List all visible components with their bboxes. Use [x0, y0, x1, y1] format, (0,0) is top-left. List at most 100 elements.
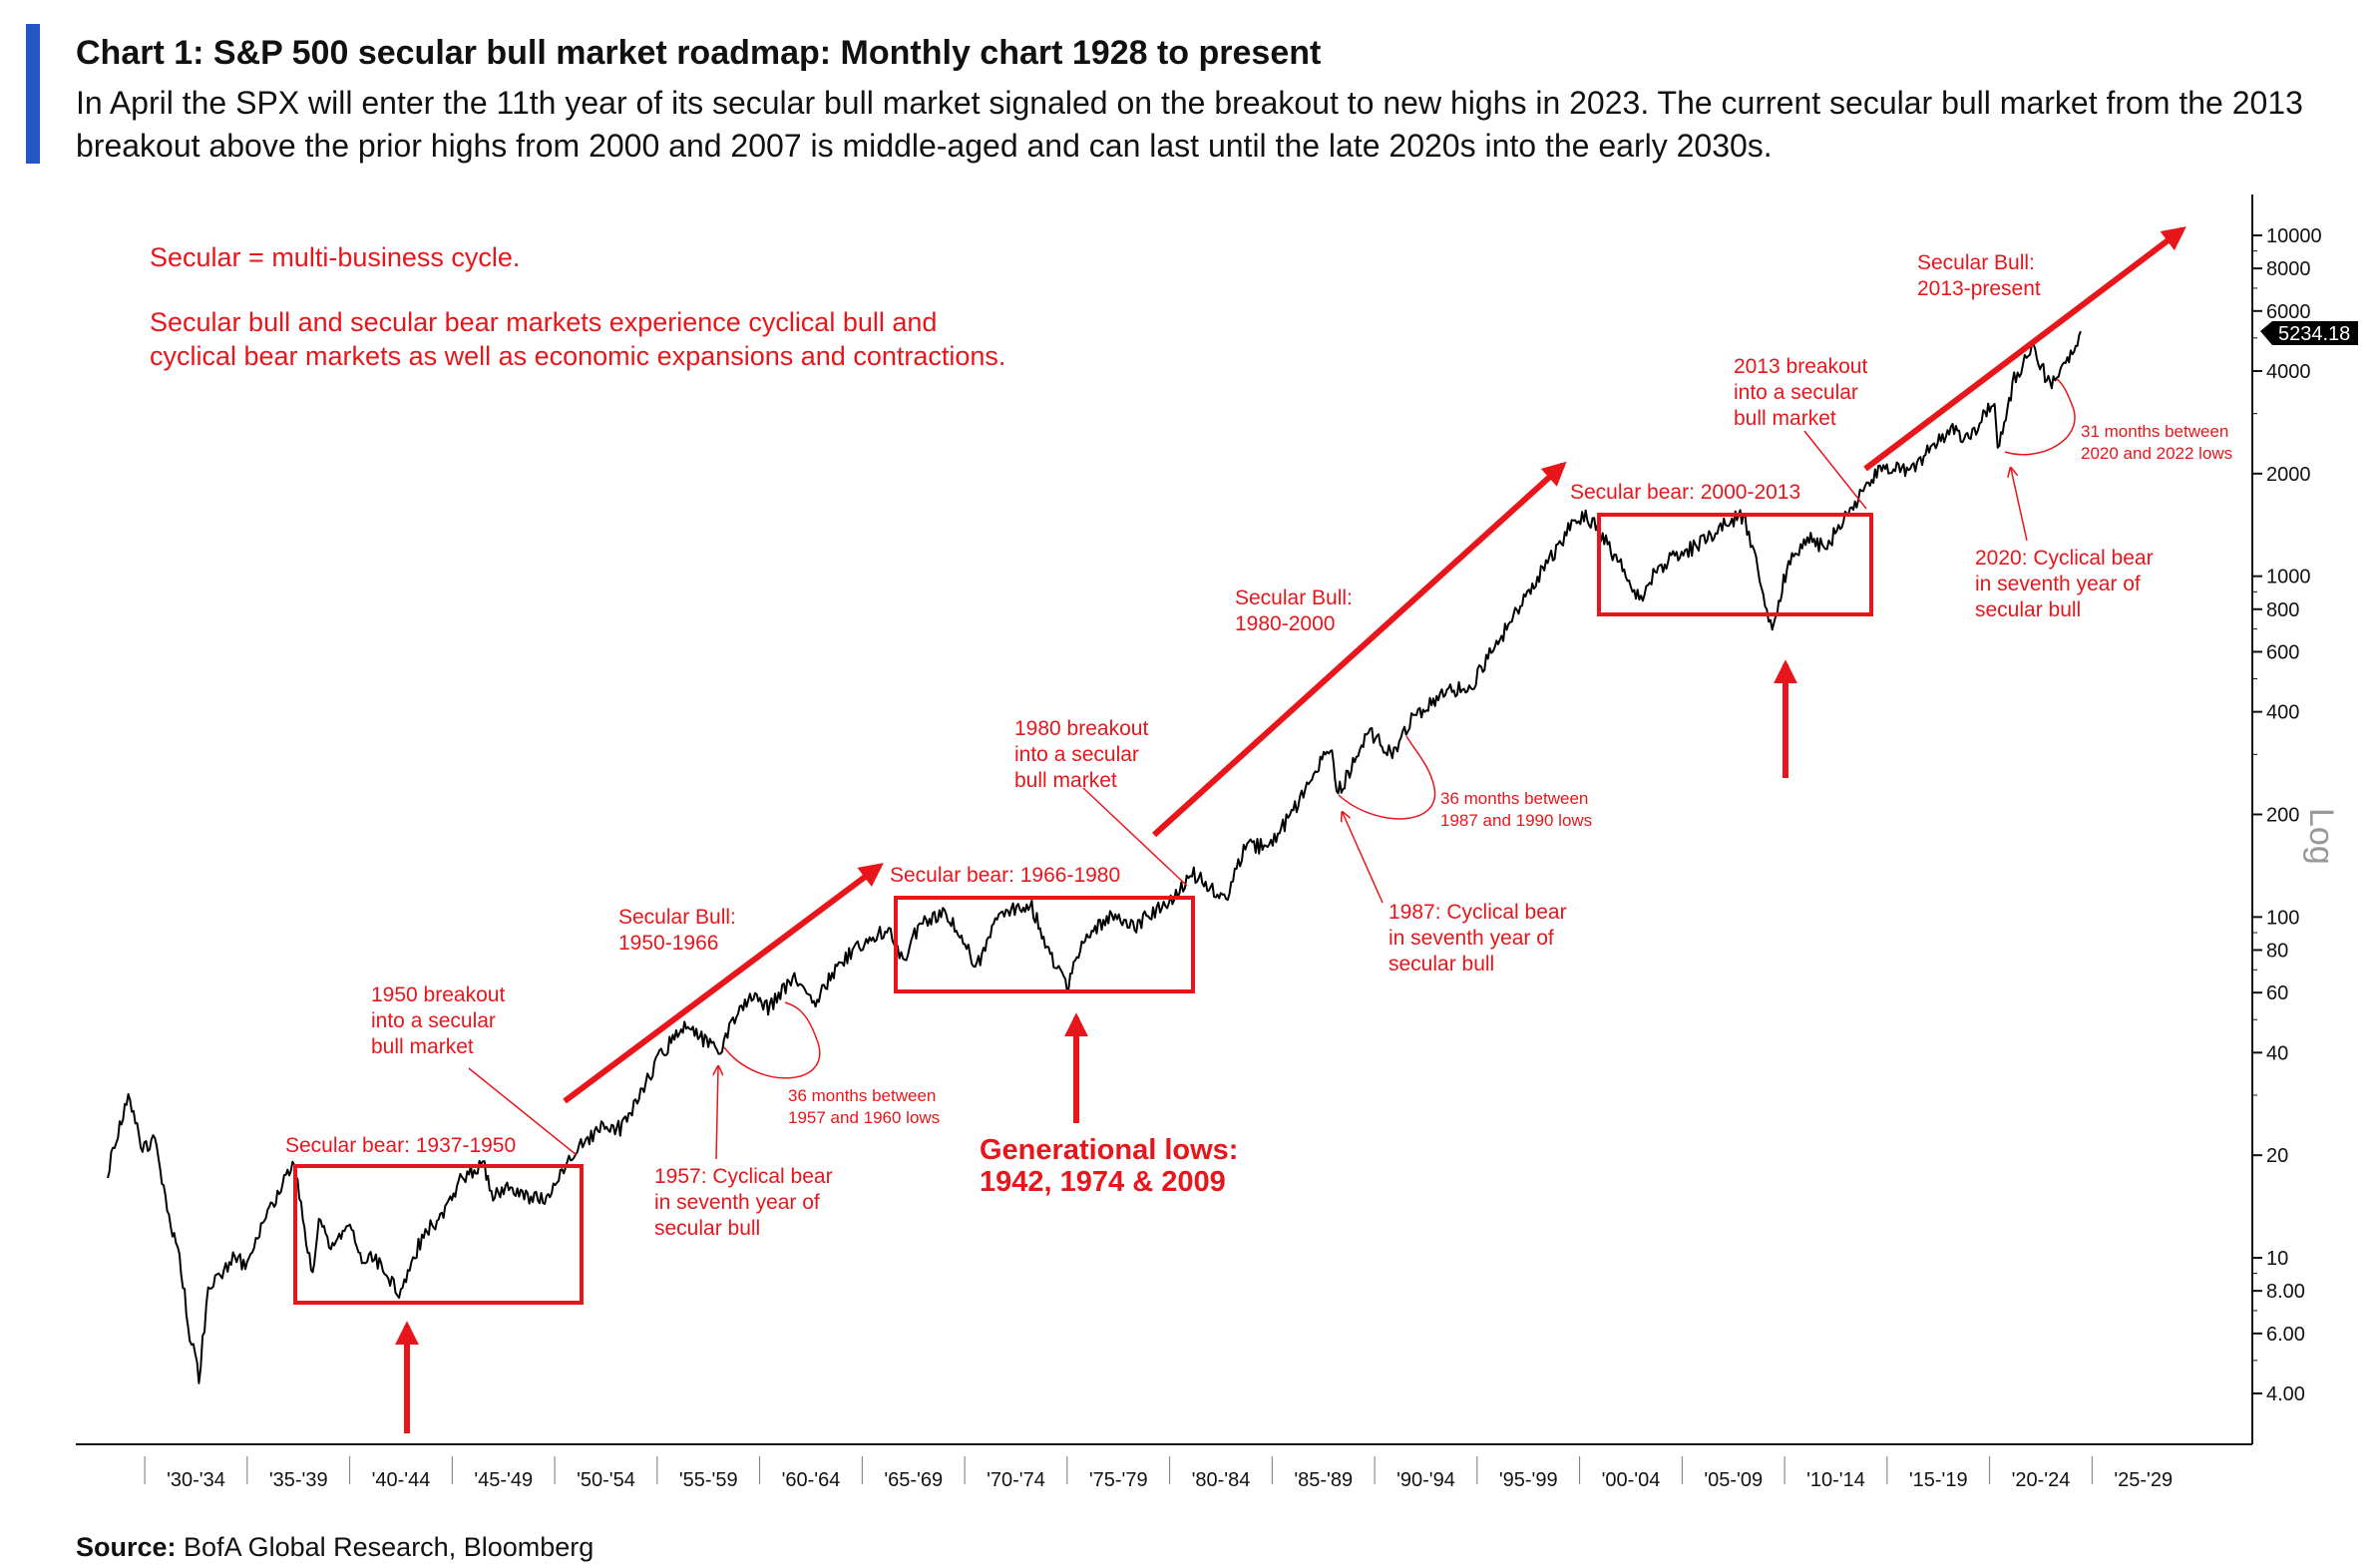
x-tick-label: '20-'24 [2012, 1469, 2071, 1491]
x-tick-label: '60-'64 [782, 1469, 841, 1491]
cyclical-2020-line-1: 2020: Cyclical bear [1975, 547, 2154, 570]
cyclical-1987-pointer [1343, 813, 1384, 904]
cyclical-1957-line-2: in seventh year of [654, 1191, 820, 1214]
x-tick-label: '75-'79 [1089, 1469, 1148, 1491]
chart-subtitle: In April the SPX will enter the 11th yea… [76, 85, 2303, 164]
cyclical-1987-line-2: in seventh year of [1388, 927, 1554, 950]
gap-1987-line-1: 36 months between [1440, 789, 1588, 808]
x-tick-label: '55-'59 [679, 1469, 738, 1491]
y-tick-label: 4.00 [2266, 1383, 2305, 1405]
source-footer: Source: BofA Global Research, Bloomberg [76, 1532, 594, 1563]
cyclical-1957-pointer [716, 1067, 718, 1160]
x-tick-label: '85-'89 [1294, 1469, 1353, 1491]
secular-bear-box-2000-2013 [1597, 513, 1873, 616]
cyclical-1987-line-3: secular bull [1388, 953, 1494, 976]
x-tick-label: '50-'54 [577, 1469, 635, 1491]
breakout-2013-line-1: 2013 breakout [1734, 355, 1867, 378]
y-tick-label: 10000 [2266, 225, 2322, 247]
x-tick-label: '25-'29 [2114, 1469, 2173, 1491]
bull-2013-label-2: 2013-present [1917, 277, 2041, 300]
y-tick-label: 2000 [2266, 464, 2311, 486]
source-label: Source: [76, 1532, 177, 1562]
breakout-2013-line-3: bull market [1734, 407, 1836, 430]
sp500-chart: 10000 8000 6000 4000 2000 1000 800 600 400 200 100… [76, 195, 2358, 1491]
bull-arrow-1980-2000 [1151, 461, 1567, 838]
y-tick-label: 800 [2266, 599, 2299, 621]
bull-1950-label-2: 1950-1966 [618, 932, 718, 955]
breakout-1950-line-3: bull market [371, 1035, 474, 1058]
price-series-layer [107, 330, 2082, 1384]
x-tick-label: '95-'99 [1499, 1469, 1558, 1491]
cyclical-1987-line-1: 1987: Cyclical bear [1388, 901, 1567, 924]
gap-1957-line-1: 36 months between [788, 1086, 936, 1105]
bull-arrow-1950-1966 [563, 863, 884, 1104]
cyclical-2020-pointer [2011, 469, 2028, 542]
x-tick-label: '80-'84 [1192, 1469, 1251, 1491]
breakout-1950-line-1: 1950 breakout [371, 983, 505, 1006]
x-tick-label: '90-'94 [1396, 1469, 1455, 1491]
note-line-3: cyclical bear markets as well as economi… [150, 341, 1005, 371]
x-tick-label: '30-'34 [167, 1469, 225, 1491]
y-tick-label: 400 [2266, 702, 2299, 724]
breakout-1950-line-2: into a secular [371, 1009, 496, 1032]
y-tick-label: 8.00 [2266, 1281, 2305, 1303]
y-tick-label: 4000 [2266, 361, 2311, 383]
x-tick-label: '35-'39 [269, 1469, 328, 1491]
x-tick-label: '45-'49 [474, 1469, 533, 1491]
source-text: BofA Global Research, Bloomberg [184, 1532, 595, 1562]
x-tick-label: '70-'74 [987, 1469, 1045, 1491]
gap-2020-line-1: 31 months between [2081, 422, 2228, 441]
chart-title: Chart 1: S&P 500 secular bull market roa… [76, 34, 1322, 72]
breakout-2013-line-2: into a secular [1734, 381, 1858, 404]
sp500-price-line [107, 330, 2082, 1384]
gap-1957-line-2: 1957 and 1960 lows [788, 1108, 940, 1127]
y-tick-label: 10 [2266, 1248, 2288, 1270]
breakout-2013-pointer [1803, 430, 1867, 510]
bull-1980-label-1: Secular Bull: [1235, 587, 1353, 609]
y-tick-label: 6.00 [2266, 1324, 2305, 1346]
generational-lows-line-2: 1942, 1974 & 2009 [980, 1166, 1226, 1198]
box-1966-label: Secular bear: 1966-1980 [890, 864, 1120, 887]
cyclical-2020-line-2: in seventh year of [1975, 573, 2141, 595]
y-tick-label: 40 [2266, 1042, 2288, 1064]
gap-curve-2020 [2004, 378, 2076, 456]
y-axis-scale-label: Log [2302, 808, 2340, 865]
cyclical-1957-line-1: 1957: Cyclical bear [654, 1165, 833, 1188]
breakout-1980-line-1: 1980 breakout [1014, 717, 1148, 740]
bull-arrow-2013-present [1863, 226, 2186, 472]
x-tick-label: '65-'69 [884, 1469, 943, 1491]
secular-bear-box-1937-1950 [293, 1164, 584, 1305]
secular-bear-box-1966-1980 [894, 896, 1195, 993]
y-tick-label: 80 [2266, 940, 2288, 962]
cyclical-1957-line-3: secular bull [654, 1217, 760, 1240]
gap-1987-line-2: 1987 and 1990 lows [1440, 811, 1592, 830]
x-tick-label: '05-'09 [1704, 1469, 1763, 1491]
last-value-tag: 5234.18 [2260, 321, 2358, 345]
header-accent-bar [26, 24, 40, 164]
y-tick-label: 600 [2266, 641, 2299, 663]
box-1937-label: Secular bear: 1937-1950 [285, 1134, 516, 1157]
gap-curve-1957 [723, 1001, 821, 1079]
gap-2020-line-2: 2020 and 2022 lows [2081, 444, 2232, 463]
breakout-1980-pointer [1082, 787, 1188, 887]
cyclical-2020-line-3: secular bull [1975, 598, 2081, 621]
box-2000-label: Secular bear: 2000-2013 [1570, 481, 1800, 504]
y-tick-label: 20 [2266, 1145, 2288, 1167]
breakout-1980-line-3: bull market [1014, 769, 1117, 792]
y-tick-label: 60 [2266, 982, 2288, 1004]
bull-1980-label-2: 1980-2000 [1235, 612, 1335, 635]
y-tick-label: 1000 [2266, 567, 2311, 588]
gap-curve-1987 [1338, 735, 1436, 820]
last-value-label: 5234.18 [2278, 323, 2350, 345]
x-tick-label: '15-'19 [1909, 1469, 1968, 1491]
bull-2013-label-1: Secular Bull: [1917, 251, 2035, 274]
breakout-1950-pointer [468, 1067, 578, 1156]
y-tick-label: 6000 [2266, 301, 2311, 323]
generational-lows-line-1: Generational lows: [980, 1134, 1238, 1166]
y-tick-label: 200 [2266, 805, 2299, 827]
y-tick-label: 100 [2266, 907, 2299, 929]
breakout-1980-line-2: into a secular [1014, 743, 1139, 766]
note-line-2: Secular bull and secular bear markets ex… [150, 307, 937, 337]
x-tick-label: '00-'04 [1602, 1469, 1661, 1491]
x-tick-label: '40-'44 [372, 1469, 431, 1491]
